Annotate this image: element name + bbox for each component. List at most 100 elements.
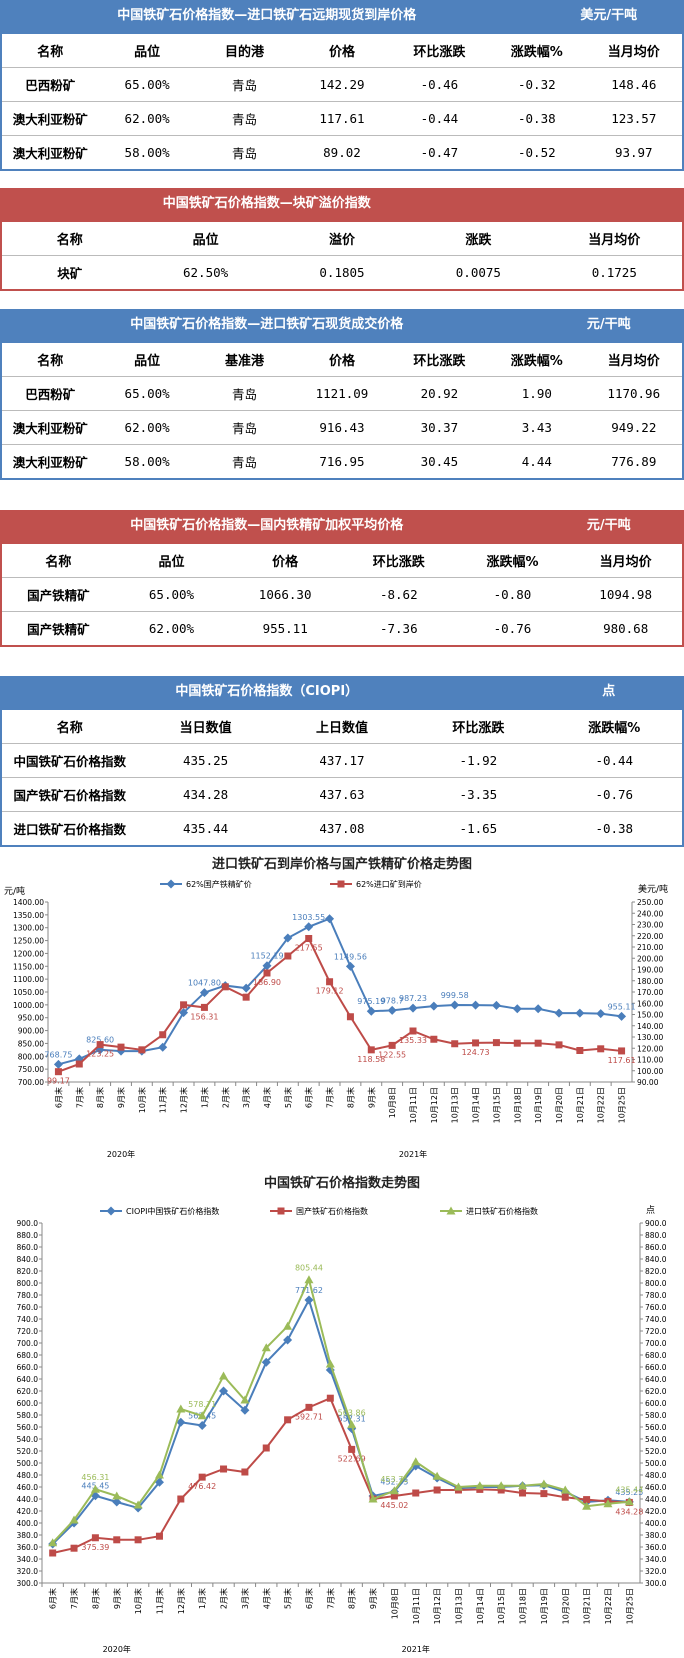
table-cell: -0.76 — [595, 787, 634, 802]
row: 块矿 62.50% 0.1805 0.0075 0.1725 — [1, 255, 683, 291]
marker — [197, 1411, 207, 1420]
x-tick-label: 10月21日 — [576, 1087, 585, 1123]
header-cell: 涨跌幅% — [510, 45, 563, 60]
header-row: 名称 当日数值 上日数值 环比涨跌 涨跌幅% — [1, 709, 683, 744]
marker — [155, 1532, 163, 1540]
table-cell: 澳大利亚粉矿 — [12, 455, 88, 470]
table-title: 中国铁矿石价格指数—进口铁矿石现货成交价格 — [130, 317, 404, 332]
x-tick-label: 10月25日 — [618, 1087, 627, 1123]
y2-tick-label: 200.00 — [637, 954, 663, 963]
table-cell: -0.52 — [518, 145, 556, 160]
x-tick-label: 10月末 — [137, 1087, 147, 1113]
data-label: 1047.80 — [188, 979, 221, 988]
marker — [429, 1001, 439, 1011]
x-tick-label: 12月末 — [179, 1087, 189, 1113]
marker — [432, 1471, 442, 1480]
header-cell: 名称 — [56, 233, 83, 248]
y2-tick-label: 680.0 — [645, 1351, 667, 1360]
marker — [408, 1003, 418, 1013]
y2-tick-label: 500.0 — [645, 1459, 667, 1468]
data-label: 805.44 — [295, 1264, 323, 1273]
y2-tick-label: 880.0 — [645, 1231, 667, 1240]
marker — [261, 1357, 271, 1367]
x-tick-label: 6月末 — [304, 1588, 314, 1609]
table-cell: 949.22 — [611, 420, 657, 435]
x-tick-label: 10月13日 — [451, 1087, 460, 1123]
marker — [518, 1481, 528, 1490]
marker — [284, 952, 292, 960]
header-cell: 涨跌 — [465, 233, 492, 248]
data-label: 375.39 — [81, 1543, 109, 1552]
y-tick-label: 320.0 — [17, 1567, 39, 1576]
table-cell: 123.57 — [611, 111, 657, 126]
table-cell: 437.08 — [319, 821, 365, 836]
marker — [134, 1536, 142, 1544]
y-tick-label: 1150.00 — [13, 962, 44, 971]
x-tick-label: 10月8日 — [388, 1087, 397, 1118]
y-tick-label: 800.0 — [17, 1279, 39, 1288]
y2-tick-label: 340.0 — [645, 1555, 667, 1564]
row: 巴西粉矿 65.00% 青岛 142.29 -0.46 -0.32 148.46 — [1, 67, 683, 102]
data-label: 476.42 — [188, 1482, 216, 1491]
marker — [138, 1046, 146, 1054]
y-tick-label: 880.0 — [17, 1231, 39, 1240]
table-cell: 0.1805 — [319, 265, 365, 280]
marker — [471, 1000, 481, 1010]
marker — [576, 1047, 584, 1054]
header-cell: 当日数值 — [179, 721, 232, 736]
table-block: 中国铁矿石价格指数—进口铁矿石远期现货到岸价格 美元/干吨 名称 品位 目的港 价格 环比涨… — [0, 0, 684, 171]
table-cell: 澳大利亚粉矿 — [12, 421, 88, 436]
marker — [583, 1496, 591, 1504]
y2-tick-label: 90.00 — [637, 1078, 659, 1087]
table: 名称 品位 基准港 价格 环比涨跌 涨跌幅% 当月均价 巴西粉矿 65.00% 青岛 1121.09… — [0, 341, 684, 480]
table-cell: 58.00% — [124, 454, 170, 469]
table-cell: -8.62 — [379, 587, 418, 602]
y2-tick-label: 460.0 — [645, 1483, 667, 1492]
marker — [180, 1001, 188, 1009]
table: 名称 当日数值 上日数值 环比涨跌 涨跌幅% 中国铁矿石价格指数 435.25 437.17 -… — [0, 708, 684, 847]
data-label: 179.12 — [316, 987, 344, 996]
y-tick-label: 820.0 — [17, 1267, 39, 1276]
header-cell: 基准港 — [225, 354, 265, 369]
table-cell: 巴西粉矿 — [25, 387, 76, 402]
header-cell: 名称 — [45, 555, 72, 570]
table-cell: -0.47 — [420, 145, 459, 160]
data-label: 135.33 — [399, 1036, 427, 1045]
table-cell: -3.35 — [459, 787, 498, 802]
marker — [90, 1491, 100, 1501]
legend-label: 进口铁矿石价格指数 — [466, 1206, 538, 1216]
legend-marker — [277, 1207, 285, 1215]
y-axis-label: 元/吨 — [4, 885, 25, 897]
marker — [154, 1470, 164, 1479]
marker — [117, 1043, 125, 1051]
x-tick-label: 1月末 — [197, 1588, 207, 1609]
header-cell: 环比涨跌 — [413, 354, 466, 369]
marker — [179, 1008, 189, 1018]
x-tick-label: 8月末 — [345, 1087, 355, 1108]
table-unit: 点 — [602, 684, 616, 699]
title-bar: 中国铁矿石价格指数—块矿溢价指数 — [0, 188, 684, 220]
marker — [540, 1490, 548, 1498]
marker — [304, 922, 314, 932]
y2-tick-label: 420.0 — [645, 1507, 667, 1516]
x-tick-label: 7月末 — [325, 1087, 335, 1108]
y-tick-label: 380.0 — [17, 1531, 39, 1540]
x-tick-label: 2月末 — [220, 1087, 230, 1108]
marker — [199, 988, 209, 998]
x-tick-label: 10月21日 — [583, 1588, 592, 1624]
data-label: 1152.19 — [250, 952, 283, 961]
x-group-label: 2020年 — [103, 1644, 131, 1654]
marker — [242, 993, 250, 1001]
x-tick-label: 10月13日 — [454, 1588, 463, 1624]
marker — [53, 1059, 63, 1069]
x-tick-label: 10月12日 — [430, 1087, 439, 1123]
marker — [90, 1484, 100, 1493]
table-cell: 1094.98 — [599, 587, 652, 602]
row: 国产铁矿石价格指数 434.28 437.63 -3.35 -0.76 — [1, 777, 683, 812]
y2-axis-label: 美元/吨 — [638, 883, 668, 895]
x-tick-label: 8月末 — [347, 1588, 357, 1609]
marker — [240, 1405, 250, 1415]
data-label: 955.11 — [608, 1002, 636, 1011]
marker — [325, 1359, 335, 1368]
